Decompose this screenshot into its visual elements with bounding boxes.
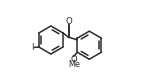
Text: Me: Me <box>68 60 80 69</box>
Text: O: O <box>71 55 77 64</box>
Text: O: O <box>65 17 72 26</box>
Text: I: I <box>31 43 34 52</box>
